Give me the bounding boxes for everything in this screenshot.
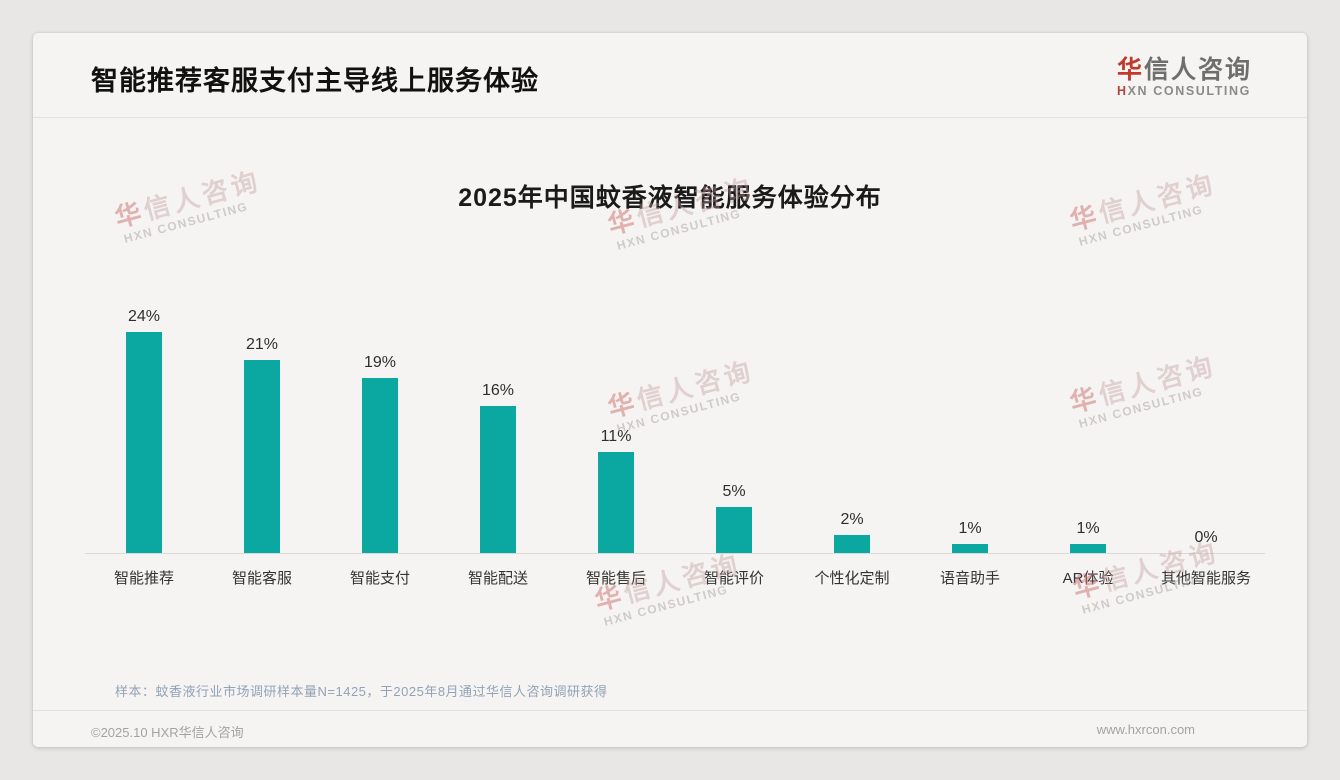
bar: [834, 535, 870, 553]
header: 智能推荐客服支付主导线上服务体验 华信人咨询 HXN CONSULTING: [33, 33, 1307, 118]
bar-value-label: 21%: [245, 336, 279, 353]
bar-value-label: 11%: [600, 428, 632, 445]
sample-note: 样本：蚊香液行业市场调研样本量N=1425，于2025年8月通过华信人咨询调研获…: [115, 684, 608, 699]
bar: [952, 544, 988, 553]
bar: [598, 452, 634, 553]
bar-column: 1%: [1029, 293, 1147, 553]
bar-column: 24%: [85, 293, 203, 553]
bar-value-label: 19%: [363, 354, 397, 371]
bar-column: 1%: [911, 293, 1029, 553]
logo-cn-text: 华信人咨询: [1116, 55, 1252, 85]
x-axis-label: 智能推荐: [113, 570, 174, 587]
company-logo: 华信人咨询 HXN CONSULTING: [1116, 55, 1252, 99]
bar: [244, 360, 280, 553]
bar-column: 5%: [675, 293, 793, 553]
bar-value-label: 2%: [840, 511, 864, 528]
x-axis-label: 其他智能服务: [1160, 570, 1251, 587]
logo-en-rest: XN CONSULTING: [1127, 84, 1251, 99]
bar-value-label: 1%: [1076, 520, 1100, 537]
bar-value-label: 16%: [481, 382, 515, 399]
bar: [1070, 544, 1106, 553]
bar-column: 21%: [203, 293, 321, 553]
bar-value-label: 5%: [722, 483, 746, 500]
bar-column: 19%: [321, 293, 439, 553]
x-axis-label: 智能配送: [467, 570, 528, 587]
x-axis-label: 智能客服: [231, 570, 292, 587]
website-url: www.hxrcon.com: [1096, 722, 1195, 737]
x-axis-label: AR体验: [1062, 570, 1114, 587]
bar-column: 11%: [557, 293, 675, 553]
bar-value-label: 1%: [958, 520, 982, 537]
x-axis-label: 智能售后: [585, 570, 646, 587]
report-card: 智能推荐客服支付主导线上服务体验 华信人咨询 HXN CONSULTING 20…: [33, 33, 1307, 747]
bar-column: 16%: [439, 293, 557, 553]
bar: [480, 406, 516, 553]
bar-column: 2%: [793, 293, 911, 553]
logo-en-text: HXN CONSULTING: [1117, 85, 1252, 99]
footer: ©2025.10 HXR华信人咨询 www.hxrcon.com: [33, 710, 1307, 747]
page-title: 智能推荐客服支付主导线上服务体验: [91, 65, 539, 96]
logo-en-first-char: H: [1116, 84, 1128, 99]
bar-value-label: 24%: [127, 308, 161, 325]
copyright-text: ©2025.10 HXR华信人咨询: [91, 725, 244, 740]
bar: [716, 507, 752, 553]
x-axis-label: 语音助手: [939, 570, 1000, 587]
x-axis-label: 个性化定制: [814, 570, 890, 587]
logo-cn-rest: 信人咨询: [1143, 55, 1252, 84]
x-axis-label: 智能评价: [703, 570, 764, 587]
x-axis-label: 智能支付: [349, 570, 410, 587]
x-axis: 智能推荐 智能客服 智能支付 智能配送 智能售后 智能评价 个性化定制 语音助手 AR体验 其他智…: [85, 553, 1265, 588]
chart-title: 2025年中国蚊香液智能服务体验分布: [458, 184, 882, 212]
bar: [126, 332, 162, 553]
bar-column: 0%: [1147, 293, 1265, 553]
logo-cn-first-char: 华: [1116, 55, 1144, 84]
bar-value-label: 0%: [1194, 529, 1218, 546]
bar-chart: 24% 21% 19% 16% 11% 5% 2% 1% 1% 0%: [85, 293, 1265, 553]
bar: [362, 378, 398, 553]
